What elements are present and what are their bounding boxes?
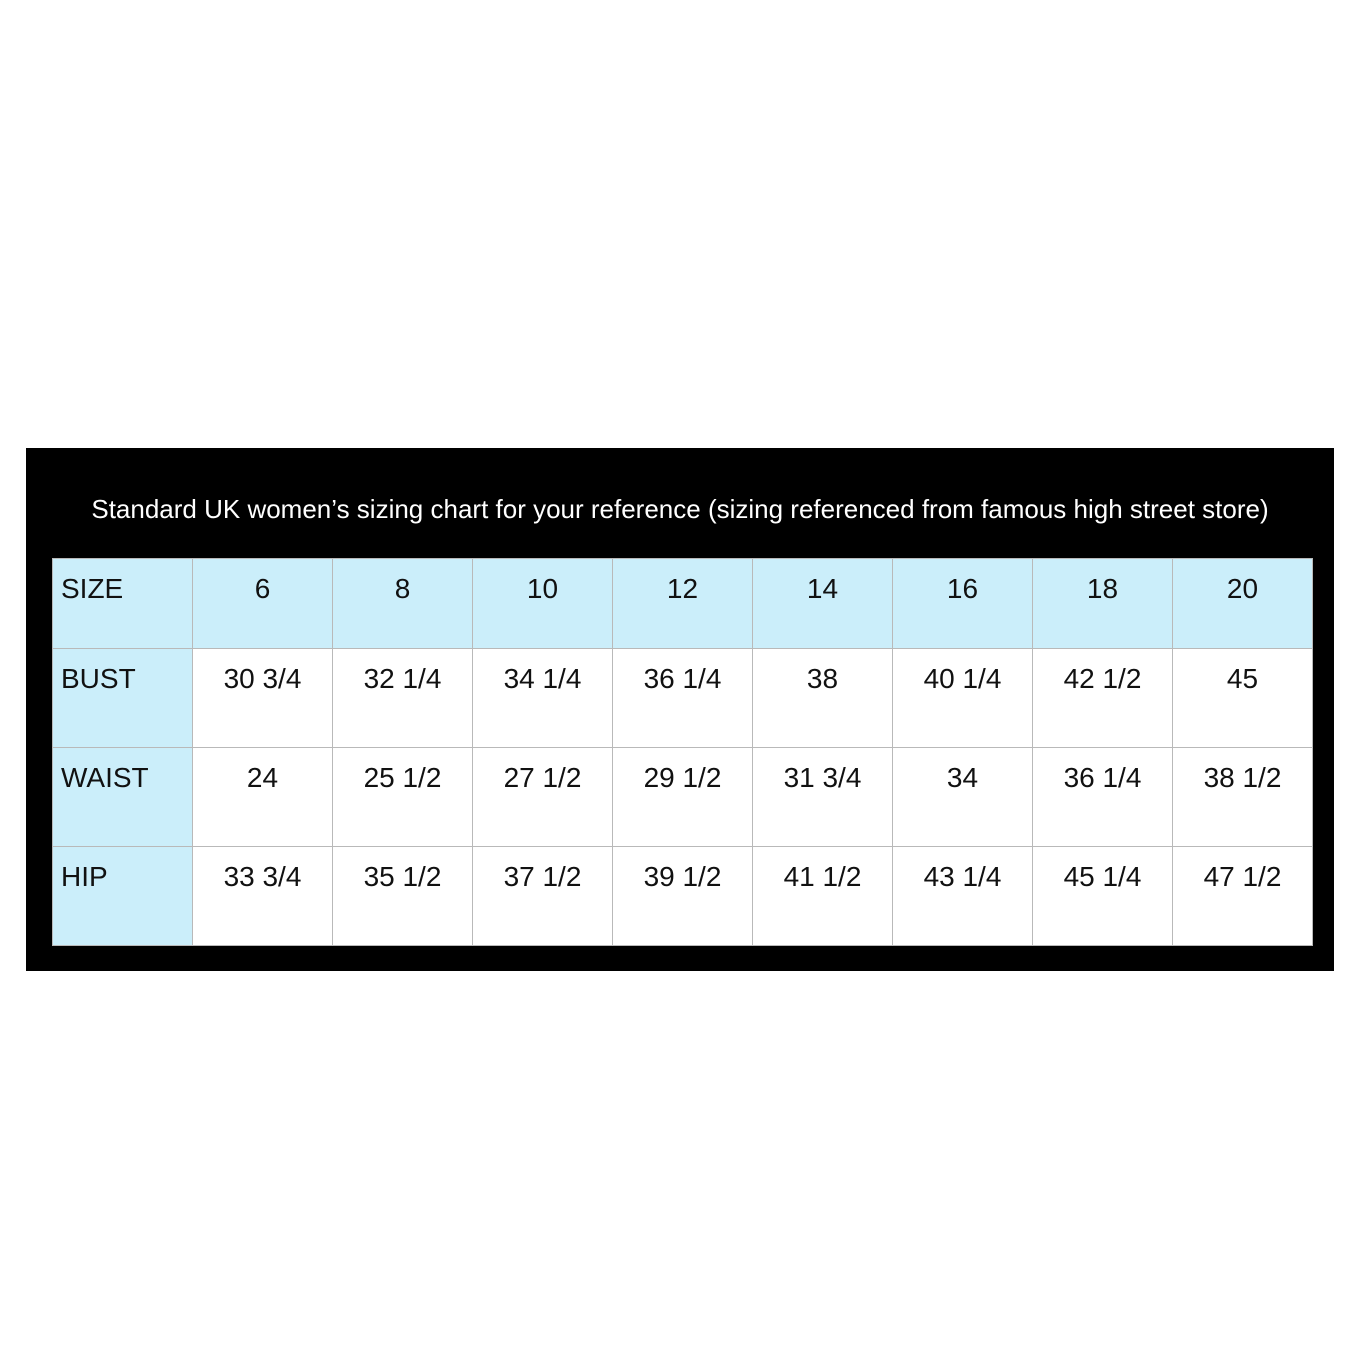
measurement-cell: 41 1/2: [752, 846, 893, 946]
cell-text: SIZE: [61, 573, 124, 604]
measurement-cell: 34 1/4: [472, 648, 613, 748]
cell-text: 25 1/2: [363, 762, 442, 793]
cell-text: BUST: [61, 663, 136, 694]
measurement-cell: 43 1/4: [892, 846, 1033, 946]
cell-text: 41 1/2: [783, 861, 862, 892]
size-header: 14: [752, 558, 893, 649]
size-header: 12: [612, 558, 753, 649]
measurement-cell: 38 1/2: [1172, 747, 1313, 847]
row-label: BUST: [52, 648, 193, 748]
size-header: 20: [1172, 558, 1313, 649]
size-header: 18: [1032, 558, 1173, 649]
measurement-cell: 47 1/2: [1172, 846, 1313, 946]
cell-text: 38: [806, 663, 839, 694]
cell-text: 10: [526, 573, 559, 604]
sizing-table: SIZE 6 8 10 12 14 16 18 20 BUST 30 3/4 32 1/4 34 1/4…: [52, 558, 1313, 946]
cell-text: 45: [1226, 663, 1259, 694]
header-row: SIZE 6 8 10 12 14 16 18 20: [52, 558, 1313, 649]
cell-text: 33 3/4: [223, 861, 302, 892]
row-label: HIP: [52, 846, 193, 946]
cell-text: 35 1/2: [363, 861, 442, 892]
sizing-chart-panel: Standard UK women’s sizing chart for you…: [26, 448, 1334, 971]
chart-title: Standard UK women’s sizing chart for you…: [91, 494, 1269, 524]
table-row-waist: WAIST 24 25 1/2 27 1/2 29 1/2 31 3/4 34 36 1/4 3…: [52, 747, 1313, 847]
row-label: WAIST: [52, 747, 193, 847]
cell-text: 36 1/4: [1063, 762, 1142, 793]
cell-text: 12: [666, 573, 699, 604]
measurement-cell: 42 1/2: [1032, 648, 1173, 748]
cell-text: 43 1/4: [923, 861, 1002, 892]
cell-text: 18: [1086, 573, 1119, 604]
cell-text: 34 1/4: [503, 663, 582, 694]
measurement-cell: 36 1/4: [1032, 747, 1173, 847]
cell-text: 47 1/2: [1203, 861, 1282, 892]
size-header: 8: [332, 558, 473, 649]
measurement-cell: 35 1/2: [332, 846, 473, 946]
cell-text: 20: [1226, 573, 1259, 604]
cell-text: 38 1/2: [1203, 762, 1282, 793]
size-header: 16: [892, 558, 1033, 649]
cell-text: 27 1/2: [503, 762, 582, 793]
measurement-cell: 25 1/2: [332, 747, 473, 847]
table-row-hip: HIP 33 3/4 35 1/2 37 1/2 39 1/2 41 1/2 43 1/4 4…: [52, 846, 1313, 946]
measurement-cell: 24: [192, 747, 333, 847]
measurement-cell: 33 3/4: [192, 846, 333, 946]
measurement-cell: 29 1/2: [612, 747, 753, 847]
measurement-cell: 27 1/2: [472, 747, 613, 847]
cell-text: HIP: [61, 861, 108, 892]
cell-text: 30 3/4: [223, 663, 302, 694]
cell-text: 24: [246, 762, 279, 793]
size-header: 10: [472, 558, 613, 649]
measurement-cell: 37 1/2: [472, 846, 613, 946]
cell-text: 34: [946, 762, 979, 793]
measurement-cell: 30 3/4: [192, 648, 333, 748]
cell-text: 31 3/4: [783, 762, 862, 793]
measurement-cell: 31 3/4: [752, 747, 893, 847]
table-row-bust: BUST 30 3/4 32 1/4 34 1/4 36 1/4 38 40 1/4 42 1…: [52, 648, 1313, 748]
size-header: 6: [192, 558, 333, 649]
cell-text: 37 1/2: [503, 861, 582, 892]
cell-text: 45 1/4: [1063, 861, 1142, 892]
measurement-cell: 38: [752, 648, 893, 748]
cell-text: 6: [254, 573, 271, 604]
measurement-cell: 45: [1172, 648, 1313, 748]
cell-text: 40 1/4: [923, 663, 1002, 694]
measurement-cell: 40 1/4: [892, 648, 1033, 748]
cell-text: 36 1/4: [643, 663, 722, 694]
measurement-cell: 39 1/2: [612, 846, 753, 946]
cell-text: 16: [946, 573, 979, 604]
measurement-cell: 32 1/4: [332, 648, 473, 748]
cell-text: 8: [394, 573, 411, 604]
cell-text: 42 1/2: [1063, 663, 1142, 694]
cell-text: 14: [806, 573, 839, 604]
cell-text: 29 1/2: [643, 762, 722, 793]
cell-text: 39 1/2: [643, 861, 722, 892]
row-label: SIZE: [52, 558, 193, 649]
measurement-cell: 45 1/4: [1032, 846, 1173, 946]
measurement-cell: 36 1/4: [612, 648, 753, 748]
measurement-cell: 34: [892, 747, 1033, 847]
cell-text: 32 1/4: [363, 663, 442, 694]
cell-text: WAIST: [61, 762, 149, 793]
